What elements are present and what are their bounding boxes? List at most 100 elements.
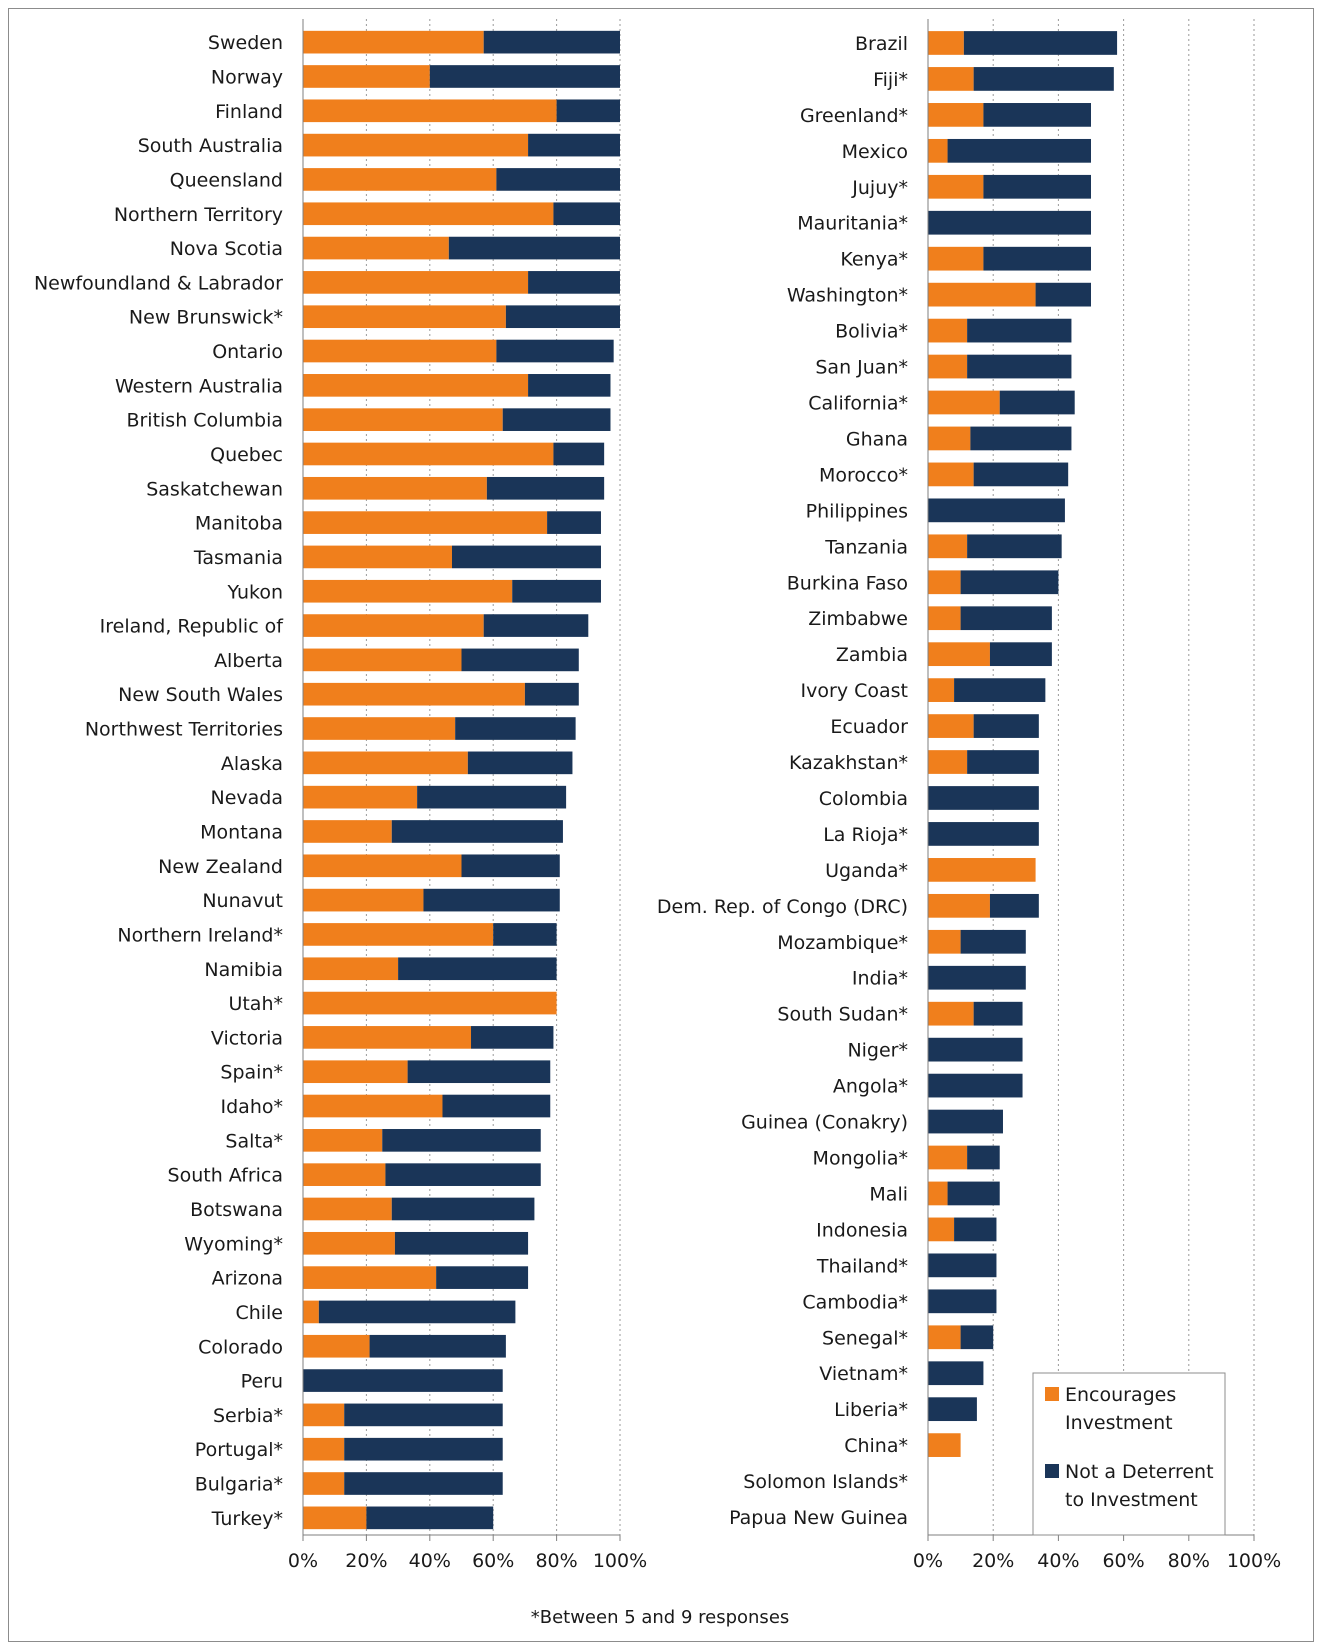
bar-encourages-victoria bbox=[303, 1026, 472, 1049]
bar-encourages-colorado bbox=[303, 1334, 370, 1358]
bar-encourages-norway bbox=[303, 65, 430, 88]
category-label: Kenya* bbox=[840, 249, 908, 271]
bar-encourages-spain bbox=[303, 1060, 408, 1084]
category-label: Mongolia* bbox=[813, 1148, 908, 1170]
category-label: Mauritania* bbox=[797, 213, 908, 235]
category-label: Cambodia* bbox=[802, 1291, 908, 1313]
bar-not-deterrent-ecuador bbox=[973, 714, 1039, 738]
left-chart: Sweden Norway Finland South Australia Queens… bbox=[34, 19, 647, 1572]
bar-encourages-sweden bbox=[303, 30, 484, 54]
bar-not-deterrent-vietnam bbox=[928, 1361, 984, 1386]
category-label: New South Wales bbox=[118, 684, 283, 706]
bar-not-deterrent-greenland bbox=[983, 103, 1091, 127]
bar-encourages-indonesia bbox=[928, 1217, 955, 1242]
category-label: Mali bbox=[869, 1183, 908, 1205]
bar-not-deterrent-namibia bbox=[398, 957, 557, 981]
category-label: Alberta bbox=[214, 650, 283, 672]
bar-encourages-china bbox=[928, 1433, 961, 1457]
category-label: Ontario bbox=[212, 341, 283, 363]
bar-not-deterrent-arizona bbox=[436, 1266, 529, 1289]
bar-not-deterrent-peru bbox=[303, 1369, 503, 1392]
category-label: Finland bbox=[215, 101, 283, 123]
bar-encourages-nevada bbox=[303, 785, 418, 809]
category-label: Nunavut bbox=[202, 890, 283, 912]
category-label: Angola* bbox=[833, 1076, 908, 1098]
category-label: Philippines bbox=[806, 500, 908, 522]
bar-encourages-finland bbox=[303, 99, 557, 123]
category-label: Jujuy* bbox=[851, 177, 908, 199]
category-label: Tasmania bbox=[193, 547, 283, 569]
bar-not-deterrent-northern-territory bbox=[553, 202, 620, 226]
bar-not-deterrent-alberta bbox=[461, 648, 579, 672]
bar-encourages-mongolia bbox=[928, 1145, 968, 1170]
bar-encourages-arizona bbox=[303, 1266, 437, 1289]
bar-not-deterrent-mauritania bbox=[928, 210, 1091, 235]
bar-not-deterrent-newfoundland-labrador bbox=[528, 271, 620, 294]
bar-encourages-san-juan bbox=[928, 354, 968, 379]
bar-encourages-nova-scotia bbox=[303, 236, 449, 260]
bar-not-deterrent-idaho bbox=[442, 1094, 551, 1118]
bar-encourages-south-australia bbox=[303, 133, 529, 157]
bar-not-deterrent-nevada bbox=[417, 785, 567, 809]
legend-label-not-deterrent-2: to Investment bbox=[1065, 1489, 1198, 1511]
category-label: South Africa bbox=[168, 1165, 283, 1187]
category-label: Peru bbox=[241, 1371, 283, 1393]
bar-encourages-serbia bbox=[303, 1403, 345, 1427]
bar-not-deterrent-alaska bbox=[467, 751, 573, 775]
bar-not-deterrent-india bbox=[928, 965, 1026, 990]
category-label: Greenland* bbox=[800, 105, 908, 127]
category-label: Botswana bbox=[190, 1199, 283, 1221]
bar-not-deterrent-niger bbox=[928, 1037, 1023, 1062]
category-label: San Juan* bbox=[815, 357, 908, 379]
bar-encourages-bulgaria bbox=[303, 1472, 345, 1495]
category-label: Manitoba bbox=[195, 513, 283, 535]
category-label: Ghana bbox=[846, 428, 908, 450]
bar-encourages-south-africa bbox=[303, 1163, 386, 1186]
category-label: Liberia* bbox=[834, 1399, 908, 1421]
bar-not-deterrent-south-sudan bbox=[973, 1001, 1023, 1026]
category-label: Solomon Islands* bbox=[743, 1471, 908, 1493]
bar-encourages-utah bbox=[303, 991, 557, 1015]
bar-not-deterrent-colombia bbox=[928, 786, 1039, 810]
bar-encourages-zimbabwe bbox=[928, 606, 961, 631]
category-label: Portugal* bbox=[195, 1439, 283, 1461]
bar-not-deterrent-northwest-territories bbox=[455, 717, 576, 740]
bar-not-deterrent-california bbox=[999, 390, 1075, 415]
category-label: Saskatchewan bbox=[146, 478, 283, 500]
bar-not-deterrent-morocco bbox=[973, 462, 1069, 487]
footnote: *Between 5 and 9 responses bbox=[531, 1607, 790, 1628]
bar-not-deterrent-mexico bbox=[947, 138, 1091, 163]
bar-encourages-western-australia bbox=[303, 374, 529, 397]
bar-encourages-ecuador bbox=[928, 714, 974, 738]
bar-not-deterrent-kenya bbox=[983, 246, 1091, 271]
legend-label-not-deterrent-1: Not a Deterrent bbox=[1065, 1461, 1214, 1483]
bar-not-deterrent-zambia bbox=[989, 642, 1052, 667]
bar-not-deterrent-turkey bbox=[366, 1506, 494, 1530]
category-label: Montana bbox=[200, 821, 283, 843]
category-label: Newfoundland & Labrador bbox=[34, 272, 283, 294]
bar-not-deterrent-finland bbox=[556, 99, 620, 123]
category-label: China* bbox=[844, 1435, 908, 1457]
bar-not-deterrent-mali bbox=[947, 1181, 1000, 1206]
bar-not-deterrent-nova-scotia bbox=[448, 236, 620, 260]
bar-encourages-ontario bbox=[303, 339, 497, 363]
bar-encourages-nunavut bbox=[303, 888, 424, 912]
bar-not-deterrent-kazakhstan bbox=[967, 750, 1039, 774]
bar-encourages-montana bbox=[303, 820, 392, 843]
legend: Encourages Investment Not a Deterrent to… bbox=[1032, 1372, 1226, 1536]
bar-encourages-queensland bbox=[303, 168, 497, 191]
legend-swatch-encourages bbox=[1045, 1387, 1059, 1401]
bar-encourages-greenland bbox=[928, 103, 984, 127]
category-label: Papua New Guinea bbox=[729, 1507, 908, 1529]
bar-not-deterrent-zimbabwe bbox=[960, 606, 1052, 631]
bar-not-deterrent-philippines bbox=[928, 498, 1065, 523]
x-tick-label: 60% bbox=[472, 1550, 514, 1572]
bar-encourages-new-zealand bbox=[303, 854, 462, 878]
x-tick-label: 20% bbox=[345, 1550, 387, 1572]
bar-encourages-new-brunswick bbox=[303, 305, 506, 329]
bar-encourages-ivory-coast bbox=[928, 678, 955, 702]
bar-not-deterrent-new-brunswick bbox=[505, 305, 620, 329]
bar-not-deterrent-saskatchewan bbox=[486, 476, 605, 500]
bar-not-deterrent-thailand bbox=[928, 1253, 997, 1278]
